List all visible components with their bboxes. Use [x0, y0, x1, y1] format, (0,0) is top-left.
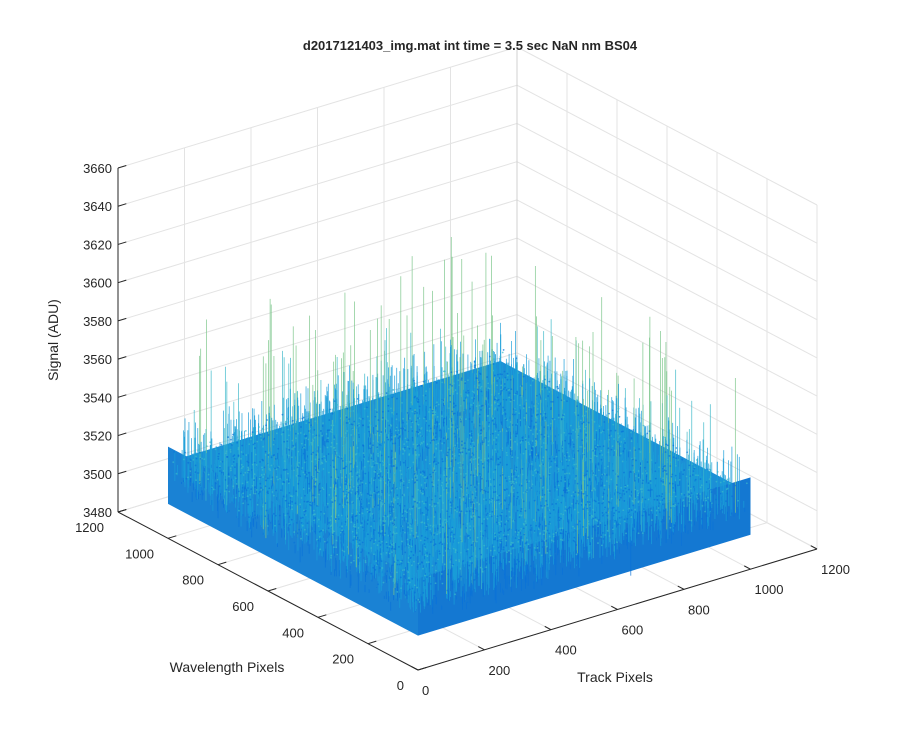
surface-layer	[168, 237, 751, 636]
